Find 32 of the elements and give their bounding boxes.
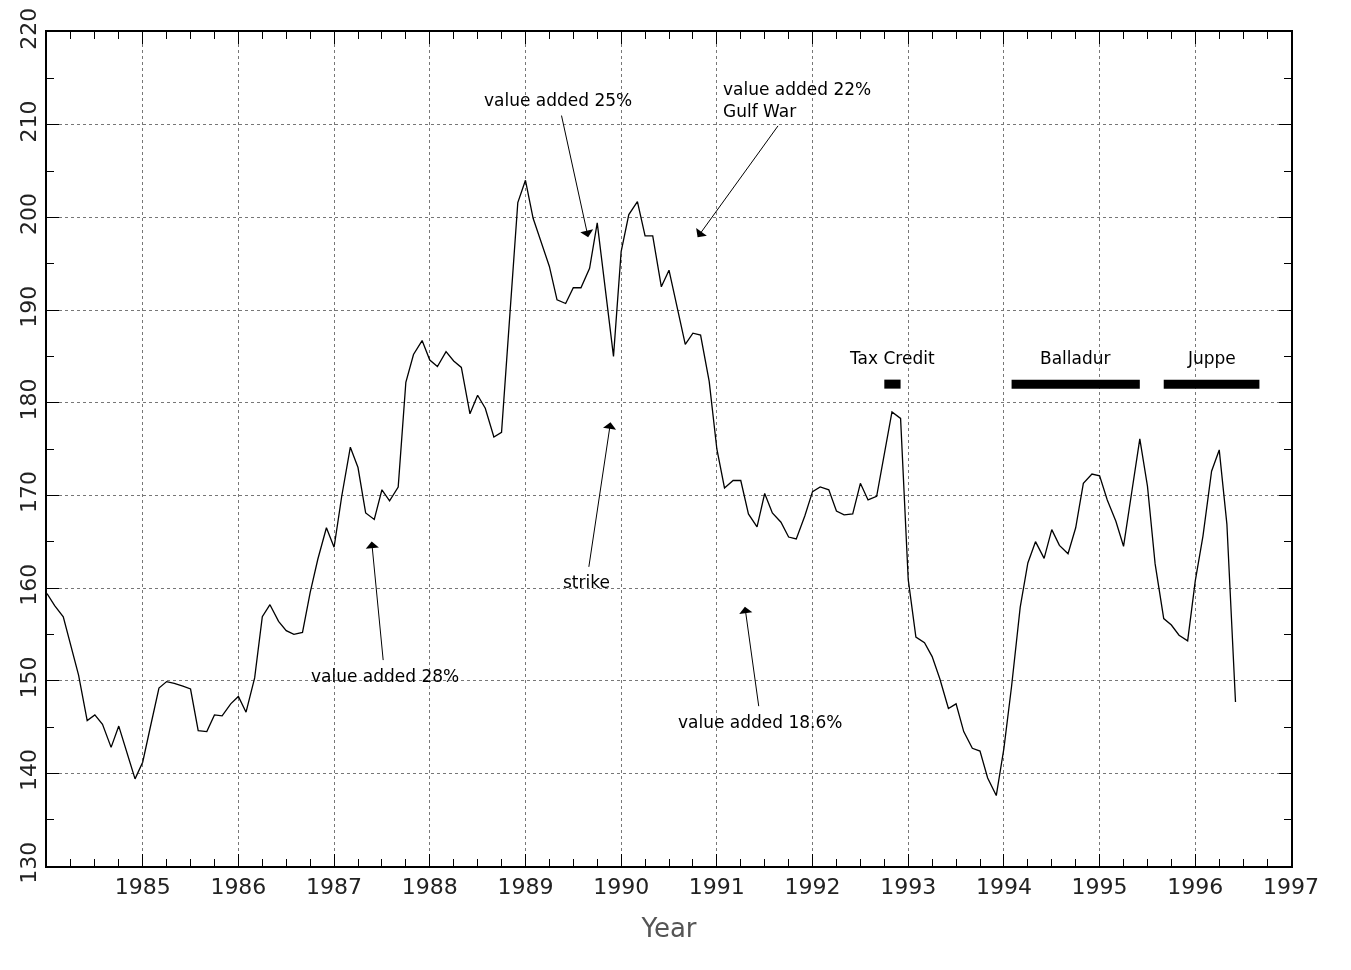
x-tick-label: 1985 — [114, 874, 171, 900]
annotation: strike — [563, 572, 610, 592]
x-tick-label: 1994 — [975, 874, 1032, 900]
y-tick-label: 220 — [16, 7, 42, 50]
x-tick-label: 1993 — [880, 874, 937, 900]
y-tick-label: 140 — [16, 749, 42, 792]
y-tick-label: 180 — [16, 378, 42, 421]
y-tick-label: 150 — [16, 656, 42, 699]
series-label: Juppe — [1187, 348, 1236, 368]
y-tick-label: 170 — [16, 471, 42, 514]
y-tick-label: 200 — [16, 193, 42, 236]
x-tick-label: 1995 — [1071, 874, 1128, 900]
annotation: value added 22% Gulf War — [723, 79, 872, 122]
x-tick-label: 1987 — [306, 874, 363, 900]
x-axis-title: Year — [640, 912, 697, 943]
x-tick-label: 1991 — [688, 874, 745, 900]
x-tick-label: 1986 — [210, 874, 267, 900]
x-tick-label: 1990 — [593, 874, 650, 900]
y-tick-label: 190 — [16, 285, 42, 328]
x-tick-label: 1997 — [1263, 874, 1319, 900]
y-tick-label: 160 — [16, 563, 42, 606]
annotation: value added 18.6% — [678, 712, 843, 732]
annotation: value added 25% — [484, 90, 633, 110]
series-label: Tax Credit — [849, 348, 935, 368]
x-tick-label: 1989 — [497, 874, 554, 900]
y-tick-label: 210 — [16, 100, 42, 143]
annotation: value added 28% — [311, 666, 460, 686]
x-tick-label: 1996 — [1167, 874, 1224, 900]
x-tick-label: 1992 — [784, 874, 841, 900]
x-tick-label: 1988 — [401, 874, 458, 900]
series-label: Balladur — [1040, 348, 1111, 368]
y-tick-label: 130 — [16, 841, 42, 884]
